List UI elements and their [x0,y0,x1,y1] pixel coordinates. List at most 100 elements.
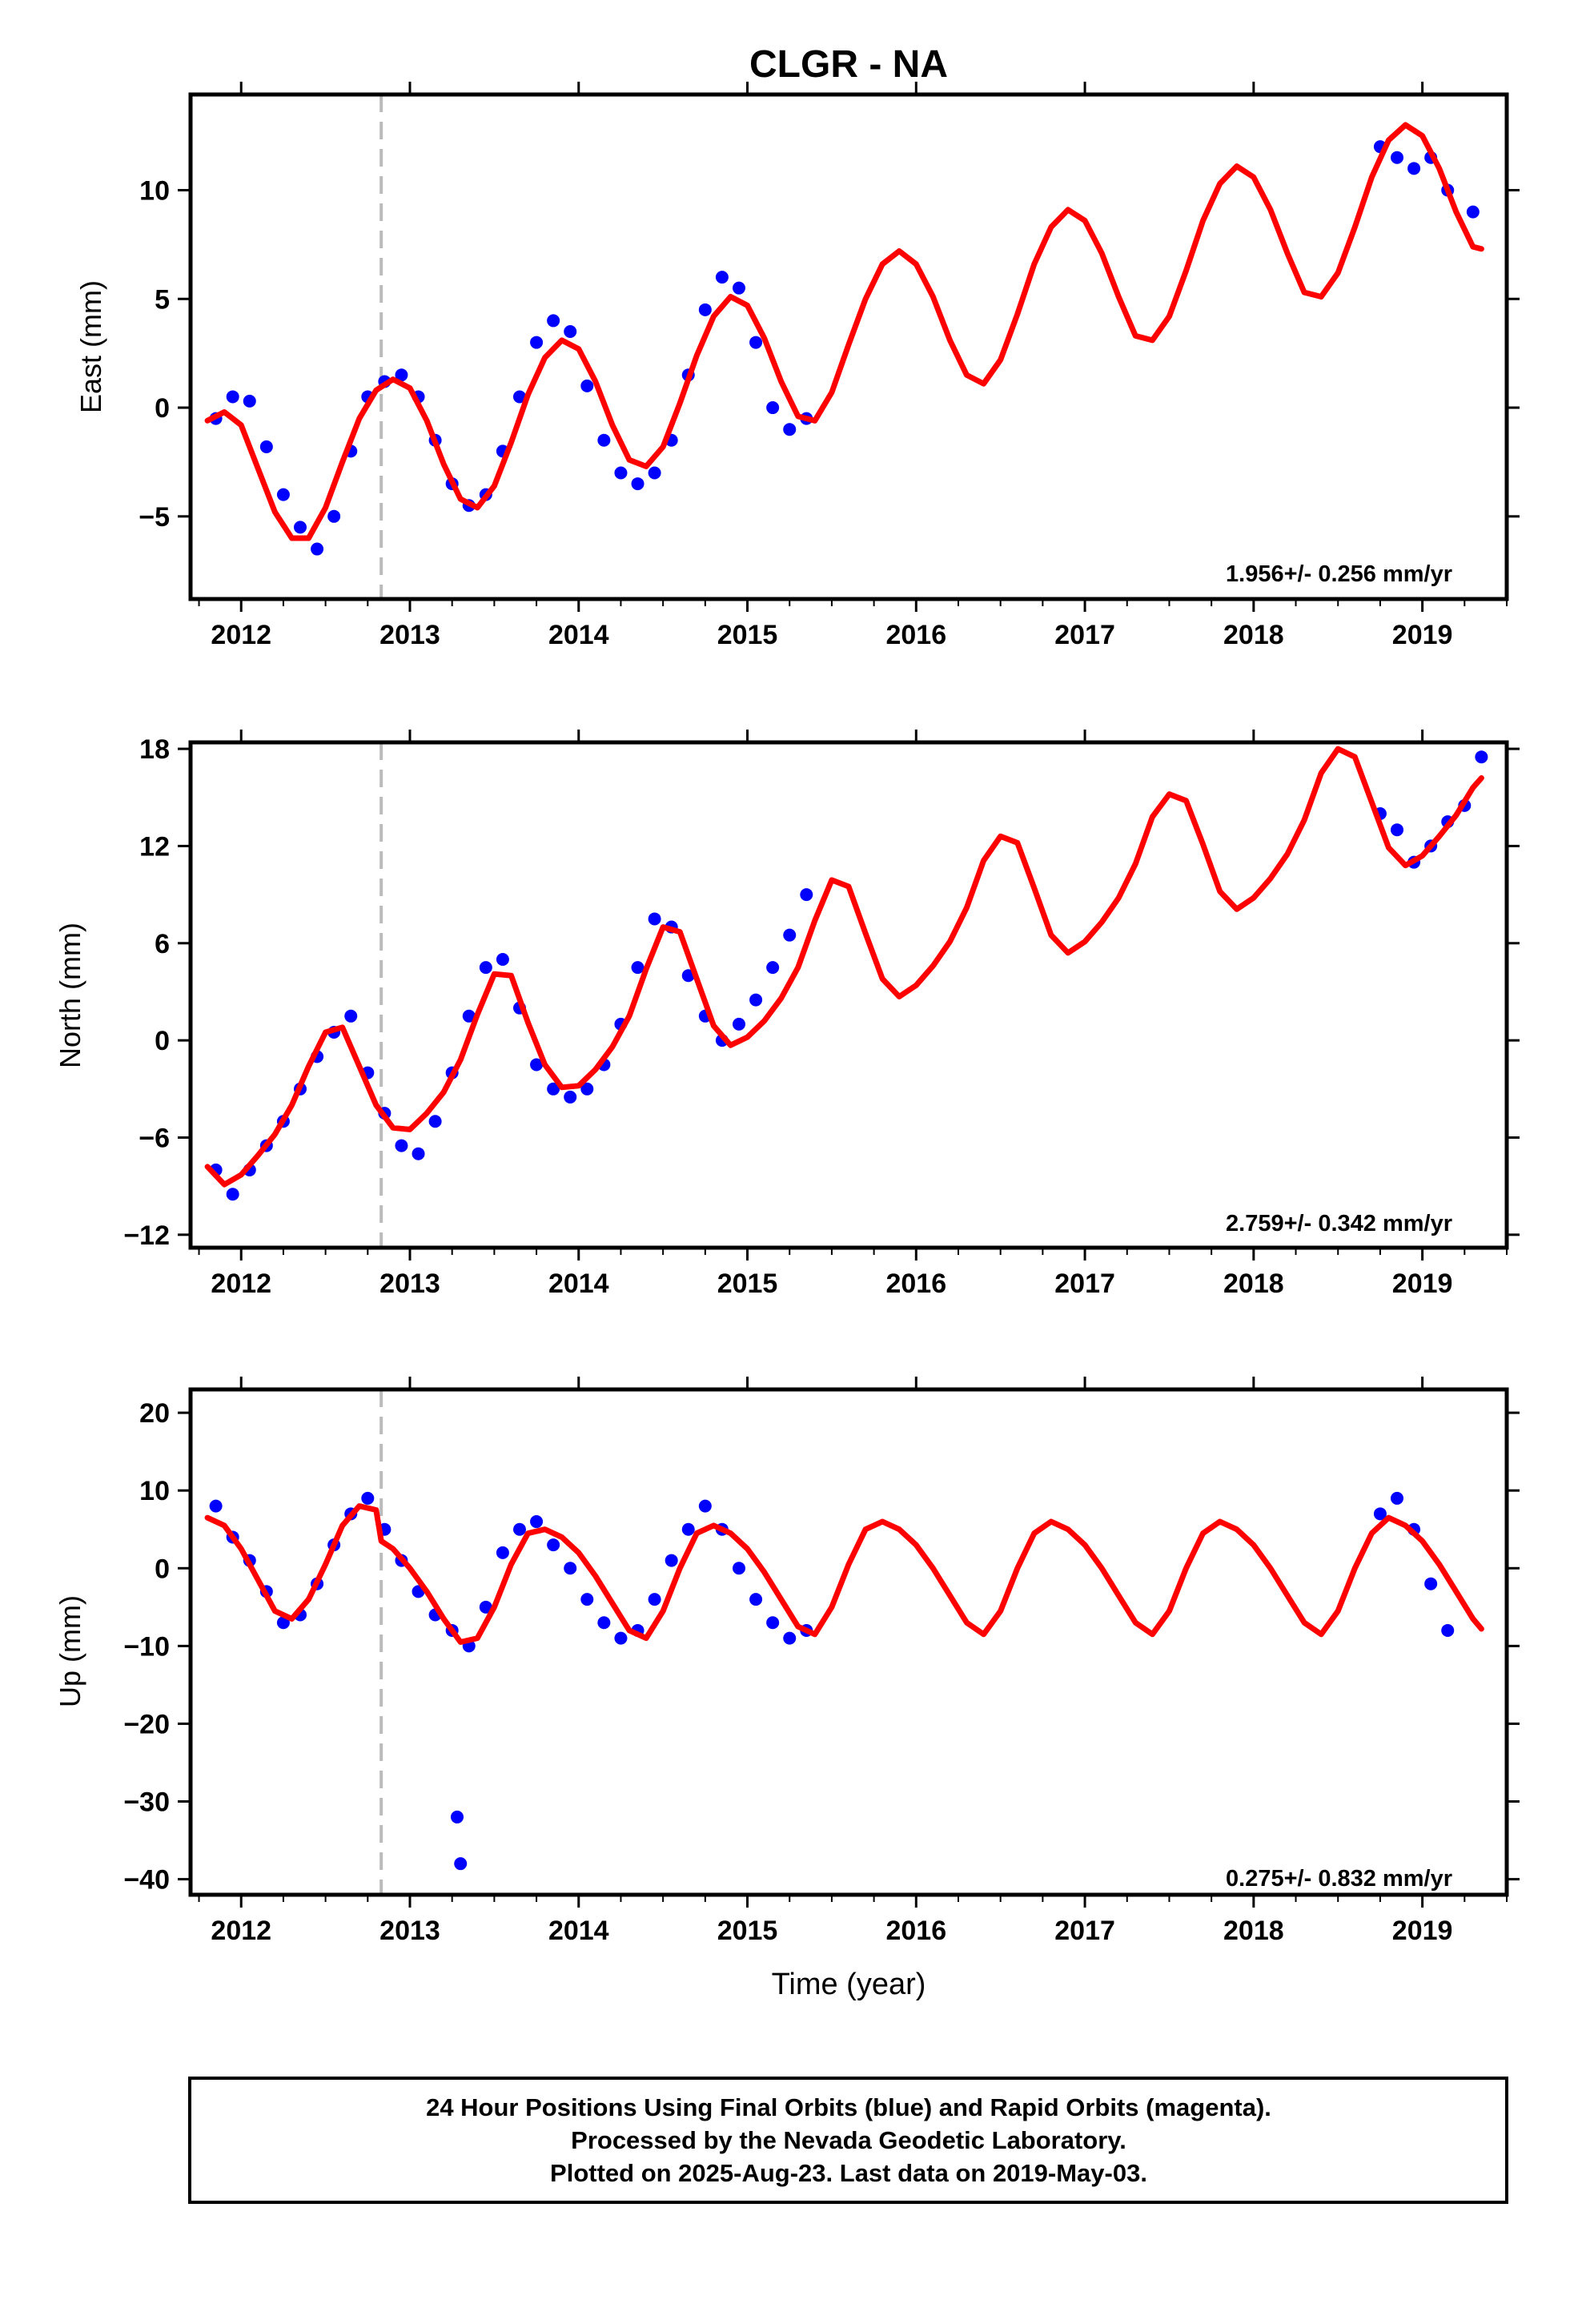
east-data-point [715,271,729,284]
up-data-point [454,1857,468,1871]
north-frame [188,740,1509,1250]
east-x-tick-label: 2014 [548,620,609,650]
north-data-point [428,1115,442,1128]
east-data-point [698,303,712,316]
north-data-point [580,1082,594,1096]
east-data-point [733,281,745,295]
up-x-tick-label: 2019 [1392,1916,1453,1946]
east-x-tick-label: 2017 [1054,620,1115,650]
east-rate-label: 1.956+/- 0.256 mm/yr [1226,561,1452,587]
east-data-point [749,336,763,349]
footer-box: 24 Hour Positions Using Final Orbits (bl… [188,2077,1508,2204]
north-data-point [733,1017,745,1031]
x-axis-label: Time (year) [772,1968,926,2001]
north-data-point [462,1009,476,1023]
east-model-curve [204,122,1484,541]
east-data-point [226,390,239,404]
up-data-point [547,1538,560,1552]
north-data-point [783,928,797,942]
up-data-point [783,1631,797,1645]
north-panel: North (mm) 2.759+/- 0.342 mm/yr −12 −6 0 6 1… [54,730,1520,1299]
east-data-point [395,368,408,382]
east-x-tick-label: 2019 [1392,620,1453,650]
up-y-tick-label: 0 [155,1554,170,1584]
north-y-tick-label: −12 [123,1220,170,1251]
north-data-point [479,961,492,975]
north-y-axis-label: North (mm) [54,923,86,1068]
north-data-point [1391,823,1403,837]
up-data-point [597,1616,611,1630]
up-data-point [451,1810,464,1823]
east-data-point [311,542,324,556]
up-data-point [749,1593,763,1606]
up-data-point [1391,1491,1403,1505]
up-y-axis-label: Up (mm) [54,1595,86,1707]
up-y-tick-label: −40 [123,1865,170,1896]
east-data-point [614,466,628,480]
north-x-tick-label: 2012 [211,1269,271,1299]
north-rate-label: 2.759+/- 0.342 mm/yr [1226,1211,1452,1236]
up-data-point [766,1616,780,1630]
up-y-tick-label: 10 [139,1476,170,1506]
east-x-tick-label: 2013 [379,620,440,650]
up-plot-area [204,1389,1484,1895]
north-x-tick-label: 2014 [548,1269,609,1299]
east-data-point [564,324,577,338]
north-data-point [530,1058,544,1072]
east-x-tick-label: 2016 [885,620,946,650]
east-x-tick-label: 2015 [717,620,778,650]
north-data-point [547,1082,560,1096]
up-data-point [276,1616,290,1630]
north-x-tick-label: 2019 [1392,1269,1453,1299]
east-data-point [648,466,661,480]
north-y-tick-label: 6 [155,929,170,959]
up-data-point [1424,1577,1438,1590]
up-x-tick-label: 2013 [379,1916,440,1946]
east-y-axis-label: East (mm) [74,280,107,413]
north-data-point [496,953,509,967]
east-data-point [327,509,341,523]
up-x-tick-label: 2014 [548,1916,609,1946]
up-data-point [648,1593,661,1606]
up-x-tick-label: 2016 [885,1916,946,1946]
east-data-point [530,336,544,349]
north-data-point [412,1147,425,1160]
up-data-point [665,1554,678,1567]
north-x-tick-label: 2015 [717,1269,778,1299]
north-y-tick-label: 12 [139,831,170,862]
footer-frame [188,2077,1508,2204]
east-data-point [1391,151,1403,164]
east-data-point [259,440,273,453]
east-data-point [276,488,290,501]
up-rate-label: 0.275+/- 0.832 mm/yr [1226,1866,1452,1892]
up-data-point [564,1562,577,1575]
east-frame [188,92,1509,601]
east-plot-area [204,94,1484,599]
east-data-point [766,401,780,415]
footer-line-2: Processed by the Nevada Geodetic Laborat… [571,2126,1126,2154]
up-data-point [479,1600,492,1614]
east-x-tick-label: 2018 [1223,620,1284,650]
east-panel: East (mm) 1.956+/- 0.256 mm/yr −5 0 5 10 201… [74,82,1520,650]
up-data-point [1441,1623,1455,1637]
east-y-tick-label: 0 [155,393,170,424]
up-x-tick-label: 2017 [1054,1916,1115,1946]
north-data-point [1475,750,1488,764]
up-y-tick-label: 20 [139,1398,170,1429]
east-data-point [631,477,644,491]
north-data-point [226,1188,239,1201]
up-data-point [580,1593,594,1606]
east-data-point [783,423,797,436]
up-data-point [733,1562,745,1575]
east-data-point [1407,162,1421,175]
up-data-point [513,1522,526,1536]
east-data-point [547,314,560,328]
up-data-point [496,1546,509,1559]
north-data-point [395,1139,408,1152]
east-data-point [1466,205,1480,219]
north-data-point [564,1090,577,1104]
up-frame [188,1387,1509,1897]
up-data-point [209,1499,223,1513]
up-data-point [698,1499,712,1513]
